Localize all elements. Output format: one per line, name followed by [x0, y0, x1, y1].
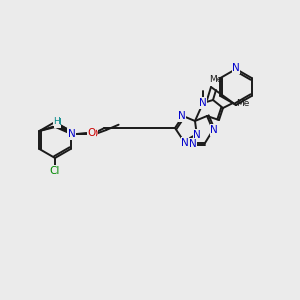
Text: Me: Me [209, 75, 223, 84]
Text: O: O [89, 129, 97, 139]
Text: N: N [178, 111, 186, 121]
Text: H: H [53, 116, 60, 125]
Text: N: N [181, 138, 189, 148]
Text: Cl: Cl [50, 166, 60, 176]
Text: N: N [68, 129, 75, 139]
Text: H: H [54, 118, 61, 127]
Text: Me: Me [236, 98, 249, 107]
Text: N: N [68, 129, 76, 139]
Text: N: N [189, 139, 197, 149]
Text: N: N [193, 130, 201, 140]
Text: O: O [87, 128, 95, 138]
Text: N: N [232, 63, 240, 73]
Text: N: N [199, 98, 207, 108]
Text: N: N [210, 125, 218, 135]
